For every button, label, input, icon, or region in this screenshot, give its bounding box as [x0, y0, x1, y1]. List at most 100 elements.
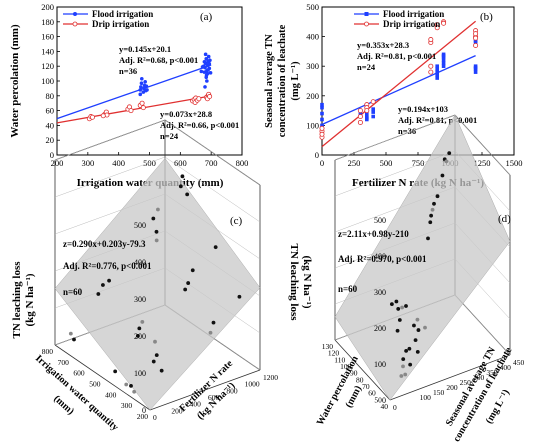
d-r2: Adj. R²=0.970, p<0.001 [338, 254, 427, 264]
data-point [139, 76, 144, 81]
x-tick-label: 400 [105, 390, 117, 399]
legend-drip-label-b: Drip irrigation [383, 19, 440, 29]
data-point [154, 238, 159, 243]
b-ylabel-line-3: (mg L⁻¹) [290, 61, 301, 101]
a-r2-drip: Adj. R²=0.66, p<0.001 [160, 120, 239, 130]
a-eq-drip: y=0.073x+28.8 [160, 109, 212, 119]
y-tick-label: 250 [460, 378, 472, 387]
data-point [132, 389, 137, 394]
data-point [440, 173, 445, 178]
y-tick-label: 1000 [245, 380, 260, 389]
data-point [401, 364, 405, 369]
data-point [473, 35, 479, 41]
data-point [357, 114, 363, 120]
data-point [412, 323, 416, 328]
data-point [365, 111, 369, 116]
x-tick-label: 200 [51, 158, 64, 168]
c-zlabel-line-2: (kg N ha⁻¹) [24, 273, 36, 326]
data-point [208, 58, 212, 63]
z-tick-label: 400 [134, 258, 146, 267]
data-point [319, 131, 325, 137]
x-tick-label: 40 [381, 402, 389, 411]
legend-drip-label-a: Drip irrigation [92, 19, 149, 29]
panel-a-fit-lines [56, 64, 212, 124]
panel-a: 200 300 400 500 600 700 800 0 20 40 60 80 100 120 140 1… [9, 2, 248, 189]
data-point [107, 278, 111, 283]
x-tick-label: 1500 [506, 158, 523, 168]
data-point [441, 20, 447, 26]
b-r2-flood: Adj. R²=0.81, p<0.001 [398, 115, 477, 125]
data-point [473, 70, 478, 74]
data-point [415, 349, 420, 354]
grid-line [334, 114, 456, 161]
panel-c-ticks: 0100200300400500200300400500600700800020… [42, 221, 279, 422]
panel-c-fit-plane [54, 157, 261, 411]
data-point [156, 207, 160, 212]
data-point [370, 99, 376, 105]
z-tick-label: 100 [374, 360, 386, 369]
data-point [129, 384, 133, 388]
grid-line [454, 114, 511, 176]
data-point [407, 346, 412, 351]
data-point [435, 70, 439, 74]
data-point [207, 94, 213, 100]
data-point [428, 37, 434, 43]
data-point [435, 64, 439, 68]
z-tick-label: 400 [374, 252, 386, 261]
data-point [441, 54, 446, 58]
data-point [395, 328, 400, 333]
data-point [139, 100, 145, 106]
y-tick-label: 450 [513, 358, 525, 367]
data-point [144, 84, 149, 88]
x-tick-label: 750 [412, 158, 425, 168]
data-point [186, 281, 191, 285]
d-eq: z=2.11x+0.98y-210 [338, 229, 409, 239]
data-point [139, 81, 144, 86]
panel-b-points [319, 19, 479, 140]
data-point [358, 111, 363, 116]
grid-line [164, 156, 261, 223]
data-point [401, 357, 406, 362]
data-point [145, 88, 149, 92]
data-point [199, 69, 204, 74]
y-tick-label: 0 [393, 403, 397, 412]
data-point [101, 283, 105, 287]
b-n-flood: n=36 [398, 126, 416, 136]
y-tick-label: 200 [171, 406, 183, 415]
z-tick-label: 300 [374, 288, 386, 297]
data-point [72, 337, 76, 342]
data-point [206, 54, 211, 59]
x-tick-label: 120 [328, 349, 340, 358]
data-point [180, 174, 185, 179]
panel-a-frame [56, 6, 243, 156]
data-point [435, 67, 439, 71]
x-tick-label: 300 [121, 401, 133, 410]
data-point [159, 368, 164, 373]
d-zlabel-line-1: TN leaching loss [288, 243, 300, 321]
x-tick-label: 800 [42, 347, 54, 356]
x-tick-label: 80 [356, 375, 364, 384]
b-ylabel-line-1: Seasonal average TN [264, 34, 275, 128]
fit-line [321, 20, 477, 148]
data-point [190, 268, 195, 273]
x-tick-label: 700 [58, 358, 70, 367]
a-n-flood: n=36 [119, 66, 137, 76]
x-tick-label: 0 [320, 158, 324, 168]
c-n: n=60 [63, 287, 83, 297]
data-point [137, 326, 142, 331]
y-tick-label: 300 [306, 61, 319, 71]
panel-b-label: (b) [480, 11, 493, 23]
panel-b: 02505007501000125015000100200300400500 (… [264, 2, 523, 189]
data-point [473, 65, 478, 70]
y-tick-label: 80 [46, 91, 55, 101]
data-point [204, 75, 209, 80]
panel-d-fit-plane [334, 114, 511, 401]
y-tick-label: 140 [41, 46, 54, 56]
data-point [396, 307, 401, 311]
d-xlabel-line-2: (mm) [343, 384, 364, 410]
y-tick-label: 0 [315, 150, 319, 160]
data-point [320, 111, 324, 116]
panel-c-label: (c) [230, 215, 243, 227]
data-point [320, 105, 324, 110]
y-tick-label: 100 [420, 393, 432, 402]
